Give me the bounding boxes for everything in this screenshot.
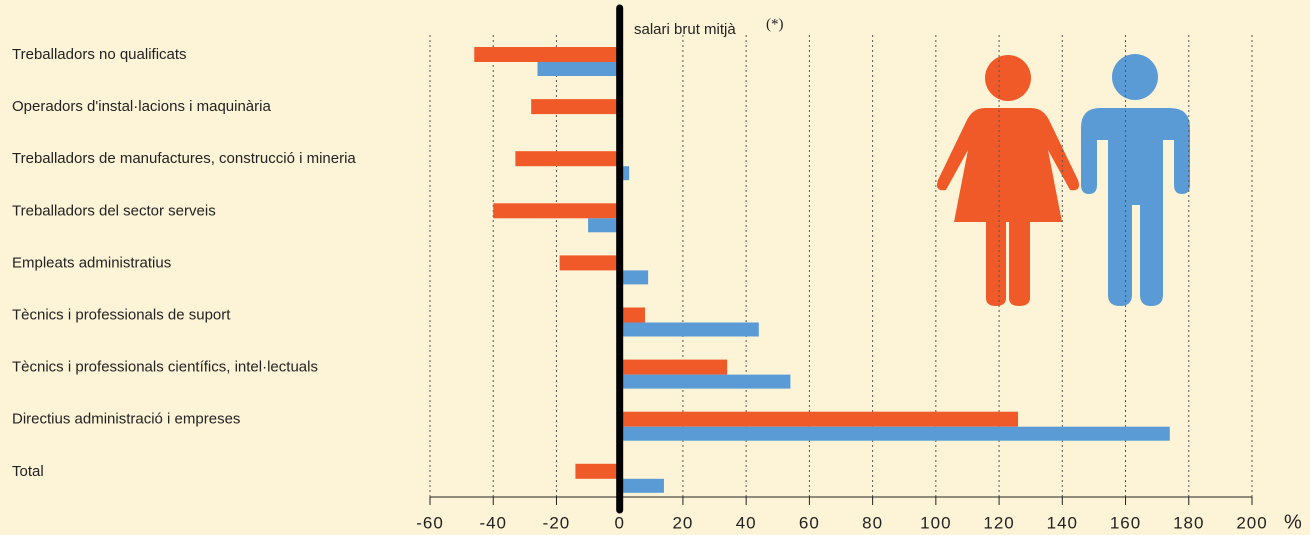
bar	[619, 478, 664, 493]
category-label: Operadors d'instal·lacions i maquinària	[12, 98, 271, 115]
x-tick-label: -60	[416, 513, 444, 532]
annotation-note: (*)	[766, 16, 784, 32]
x-tick-label: 140	[1047, 513, 1078, 532]
bar	[531, 99, 620, 115]
x-tick-label: 80	[862, 513, 883, 532]
x-tick-label: 180	[1173, 513, 1204, 532]
x-tick-label: 60	[799, 513, 820, 532]
category-label: Total	[12, 463, 44, 480]
bar	[588, 218, 620, 233]
bar	[537, 62, 620, 76]
bar	[619, 307, 645, 323]
category-label: Tècnics i professionals científics, inte…	[12, 359, 318, 376]
x-unit: %	[1284, 511, 1302, 533]
category-label: Directius administració i empreses	[12, 411, 240, 428]
category-label: Treballadors no qualificats	[12, 46, 187, 63]
x-tick-label: -20	[543, 513, 571, 532]
bar	[474, 47, 620, 62]
category-label: Treballadors de manufactures, construcci…	[12, 150, 356, 167]
category-label: Empleats administratius	[12, 254, 171, 271]
bar	[493, 203, 620, 219]
x-tick-label: 100	[920, 513, 951, 532]
x-tick-label: 20	[672, 513, 693, 532]
bar	[619, 374, 791, 389]
x-tick-label: 120	[983, 513, 1014, 532]
x-tick-label: 40	[736, 513, 757, 532]
bar	[619, 426, 1170, 441]
bar	[575, 463, 620, 479]
x-tick-label: 0	[614, 513, 624, 532]
bar	[619, 322, 759, 337]
man-icon	[1081, 54, 1190, 306]
x-tick-label: -40	[479, 513, 507, 532]
x-tick-label: 160	[1110, 513, 1141, 532]
bar	[619, 166, 630, 181]
bar	[619, 270, 649, 285]
category-label: Tècnics i professionals de suport	[12, 306, 231, 323]
category-label: Treballadors del sector serveis	[12, 202, 216, 219]
woman-icon	[937, 55, 1079, 306]
x-tick-label: 200	[1236, 513, 1267, 532]
bar	[619, 359, 728, 375]
bar	[559, 255, 620, 271]
annotation: salari brut mitjà	[634, 21, 736, 38]
bar	[619, 411, 1019, 427]
bar	[515, 151, 620, 167]
